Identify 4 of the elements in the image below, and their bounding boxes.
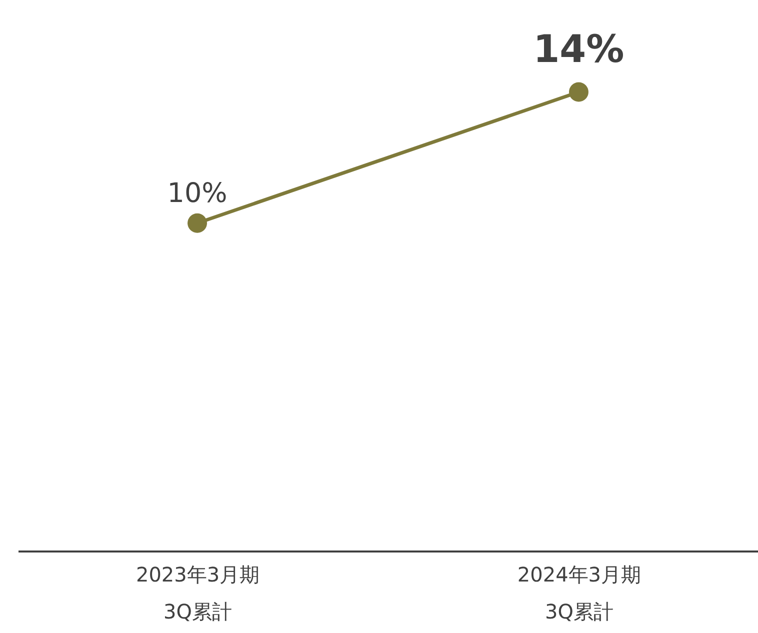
x-tick-label: 2023年3月期 3Q累計 [136,562,260,624]
data-label: 14% [533,27,624,71]
data-label: 10% [167,178,228,210]
x-tick-label: 2024年3月期 3Q累計 [517,562,642,624]
